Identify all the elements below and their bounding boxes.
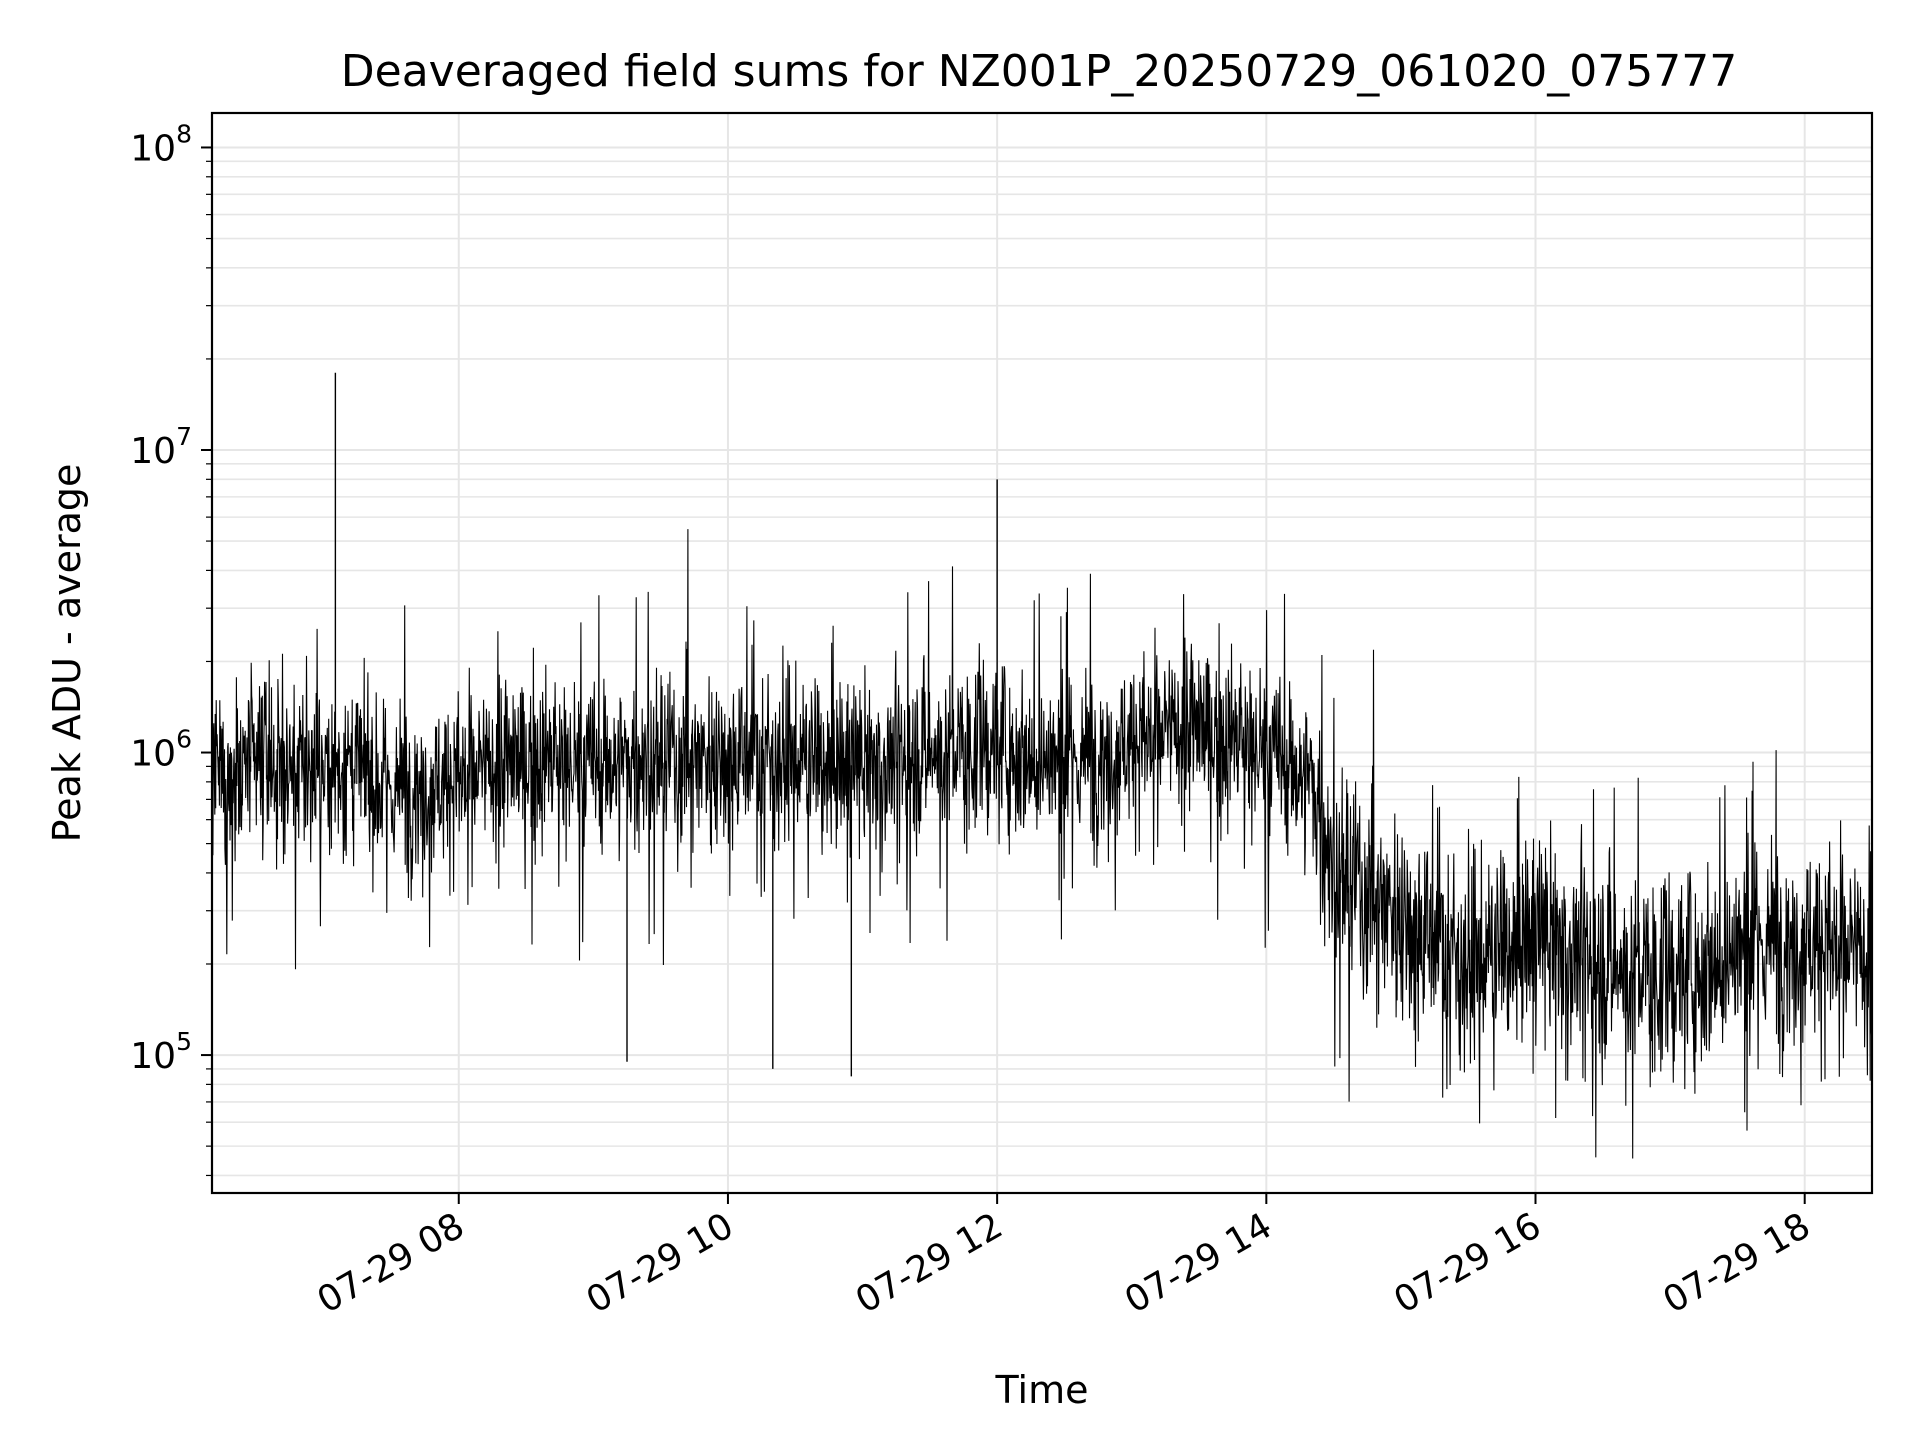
x-axis-label: Time <box>995 1368 1089 1412</box>
series-line <box>211 529 1873 1159</box>
y-tick-label: 105 <box>130 1027 192 1077</box>
y-tick-label: 107 <box>130 422 192 472</box>
y-tick-label: 106 <box>130 725 192 775</box>
series-layer <box>211 372 1873 1159</box>
plot-frame <box>210 111 1874 1195</box>
tick-marks <box>201 146 1806 1204</box>
y-axis-label: Peak ADU - average <box>45 464 89 843</box>
chart-title: Deaveraged field sums for NZ001P_2025072… <box>341 46 1737 97</box>
y-tick-label: 108 <box>130 119 192 169</box>
grid-lines <box>212 113 1872 1193</box>
